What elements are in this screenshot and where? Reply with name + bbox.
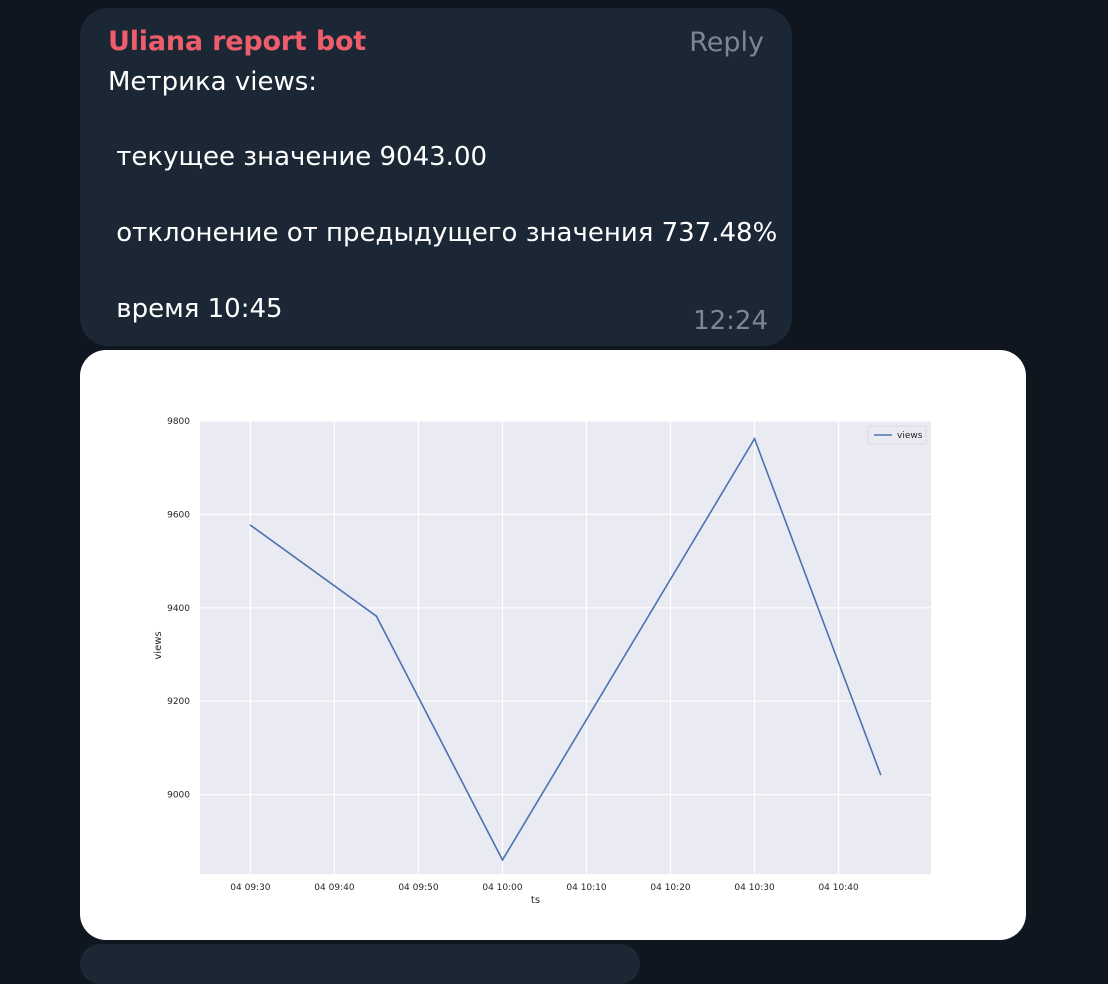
x-tick-label: 04 09:40 [314, 883, 355, 893]
message-text-line-4: время 10:45 [108, 294, 283, 324]
y-tick-label: 9400 [167, 604, 190, 614]
y-tick-label: 9000 [167, 791, 190, 801]
message-text-line-2: текущее значение 9043.00 [108, 142, 488, 172]
y-tick-label: 9800 [167, 417, 190, 427]
data-point [501, 859, 504, 861]
x-axis-label: ts [531, 895, 540, 906]
x-tick-label: 04 10:00 [482, 883, 523, 893]
y-axis-label: views [153, 631, 164, 659]
message-bubble[interactable]: Uliana report bot Reply Метрика views: т… [80, 8, 792, 346]
y-tick-label: 9600 [167, 510, 190, 520]
x-tick-label: 04 10:40 [818, 883, 859, 893]
plot-area [200, 421, 931, 874]
views-line-chart: 04 09:30 04 09:40 04 09:50 04 10:00 04 10:10… [153, 417, 931, 906]
data-point [753, 437, 756, 440]
sender-name[interactable]: Uliana report bot [108, 26, 367, 57]
reply-button[interactable]: Reply [689, 27, 764, 58]
x-tick-label: 04 10:20 [650, 883, 691, 893]
chart-image[interactable]: 04 09:30 04 09:40 04 09:50 04 10:00 04 10:10… [80, 350, 1026, 940]
data-point [375, 615, 378, 618]
x-tick-label: 04 10:30 [734, 883, 775, 893]
message-time: 12:24 [693, 306, 768, 336]
x-tick-label: 04 09:30 [230, 883, 271, 893]
y-tick-label: 9200 [167, 697, 190, 707]
legend-box [867, 425, 927, 445]
data-point [879, 773, 882, 776]
data-point [249, 524, 252, 526]
next-message-bubble[interactable] [80, 944, 640, 984]
x-tick-label: 04 09:50 [398, 883, 439, 893]
message-text-line-1: Метрика views: [108, 67, 318, 97]
message-text-line-3: отклонение от предыдущего значения 737.4… [108, 218, 778, 248]
x-tick-label: 04 10:10 [566, 883, 607, 893]
legend-label: views [897, 431, 923, 441]
